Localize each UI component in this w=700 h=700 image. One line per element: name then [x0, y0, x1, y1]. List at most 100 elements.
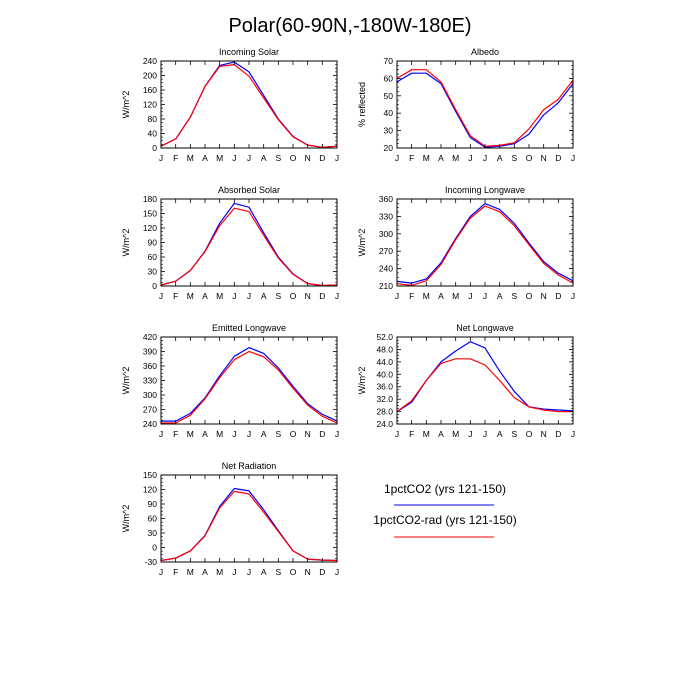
x-tick-label: F	[409, 153, 414, 163]
y-tick-label: 360	[143, 361, 157, 371]
x-tick-label: A	[202, 291, 208, 301]
y-tick-label: 150	[143, 470, 157, 480]
series-line	[160, 61, 338, 148]
plot-frame	[160, 60, 338, 149]
y-tick-label: 420	[143, 332, 157, 342]
y-tick-label: 270	[379, 246, 393, 256]
y-axis-label: % reflected	[357, 82, 367, 127]
x-tick-label: J	[232, 153, 236, 163]
y-tick-label: 330	[143, 376, 157, 386]
x-tick-label: M	[452, 153, 459, 163]
x-tick-label: J	[483, 429, 487, 439]
panel-title: Net Radiation	[222, 461, 277, 471]
y-axis-label: W/m^2	[357, 229, 367, 257]
x-tick-label: N	[305, 153, 311, 163]
x-tick-label: F	[173, 567, 178, 577]
y-tick-label: 20	[384, 143, 394, 153]
series-line	[396, 203, 574, 284]
x-tick-label: F	[409, 291, 414, 301]
x-tick-label: J	[483, 153, 487, 163]
x-tick-label: O	[290, 429, 297, 439]
y-tick-label: 0	[152, 143, 157, 153]
y-tick-label: 30	[148, 528, 158, 538]
x-tick-label: A	[202, 429, 208, 439]
x-tick-label: J	[159, 291, 163, 301]
y-tick-label: 390	[143, 347, 157, 357]
x-tick-label: N	[305, 291, 311, 301]
x-tick-label: O	[290, 291, 297, 301]
series-line	[396, 69, 574, 147]
y-tick-label: 70	[384, 56, 394, 66]
x-tick-label: A	[497, 291, 503, 301]
y-tick-label: 160	[143, 85, 157, 95]
legend-label: 1pctCO2-rad (yrs 121-150)	[373, 513, 516, 527]
x-tick-label: A	[261, 429, 267, 439]
x-tick-label: A	[438, 429, 444, 439]
y-tick-label: 60	[148, 514, 158, 524]
x-tick-label: J	[571, 153, 575, 163]
y-axis-label: W/m^2	[121, 505, 131, 533]
y-tick-label: 52.0	[376, 332, 393, 342]
y-tick-label: 240	[143, 56, 157, 66]
x-tick-label: F	[173, 291, 178, 301]
y-tick-label: 50	[384, 91, 394, 101]
x-tick-label: A	[202, 153, 208, 163]
x-tick-label: M	[216, 153, 223, 163]
y-tick-label: 210	[379, 281, 393, 291]
y-tick-label: 240	[379, 264, 393, 274]
x-tick-label: M	[423, 291, 430, 301]
y-tick-label: 80	[148, 114, 158, 124]
x-tick-label: J	[159, 429, 163, 439]
x-tick-label: A	[261, 567, 267, 577]
x-tick-label: M	[187, 291, 194, 301]
x-tick-label: J	[247, 429, 251, 439]
legend-label: 1pctCO2 (yrs 121-150)	[384, 482, 506, 496]
y-tick-label: 48.0	[376, 344, 393, 354]
y-axis-label: W/m^2	[121, 91, 131, 119]
series-line	[160, 207, 338, 287]
x-tick-label: M	[423, 429, 430, 439]
panel-title: Incoming Solar	[219, 47, 279, 57]
y-tick-label: 44.0	[376, 357, 393, 367]
legend: 1pctCO2 (yrs 121-150) 1pctCO2-rad (yrs 12…	[373, 482, 517, 538]
x-tick-label: J	[335, 153, 339, 163]
y-tick-label: 60	[148, 252, 158, 262]
x-tick-label: J	[571, 291, 575, 301]
panel-title: Albedo	[471, 47, 499, 57]
series-line	[160, 487, 338, 562]
panel-title: Net Longwave	[456, 323, 514, 333]
y-tick-label: 270	[143, 405, 157, 415]
x-tick-label: A	[202, 567, 208, 577]
x-tick-label: J	[335, 291, 339, 301]
x-tick-label: O	[290, 567, 297, 577]
x-tick-label: S	[275, 567, 281, 577]
y-axis-label: W/m^2	[121, 367, 131, 395]
x-tick-label: O	[526, 291, 533, 301]
x-tick-label: N	[305, 429, 311, 439]
y-tick-label: 30	[384, 126, 394, 136]
x-tick-label: M	[423, 153, 430, 163]
y-tick-label: 300	[379, 229, 393, 239]
y-tick-label: 36.0	[376, 382, 393, 392]
plot-frame	[396, 336, 574, 425]
y-tick-label: 300	[143, 390, 157, 400]
page-title: Polar(60-90N,-180W-180E)	[228, 15, 471, 37]
x-tick-label: N	[541, 429, 547, 439]
x-tick-label: J	[247, 567, 251, 577]
y-tick-label: 120	[143, 485, 157, 495]
y-tick-label: 90	[148, 499, 158, 509]
x-tick-label: F	[173, 153, 178, 163]
x-tick-label: J	[571, 429, 575, 439]
y-tick-label: 330	[379, 211, 393, 221]
series-line	[160, 490, 338, 562]
x-tick-label: A	[497, 153, 503, 163]
y-axis-label: W/m^2	[121, 229, 131, 257]
x-tick-label: D	[555, 291, 561, 301]
x-tick-label: J	[335, 567, 339, 577]
x-tick-label: J	[468, 429, 472, 439]
x-tick-label: O	[526, 429, 533, 439]
series-line	[160, 63, 338, 148]
y-tick-label: 24.0	[376, 419, 393, 429]
